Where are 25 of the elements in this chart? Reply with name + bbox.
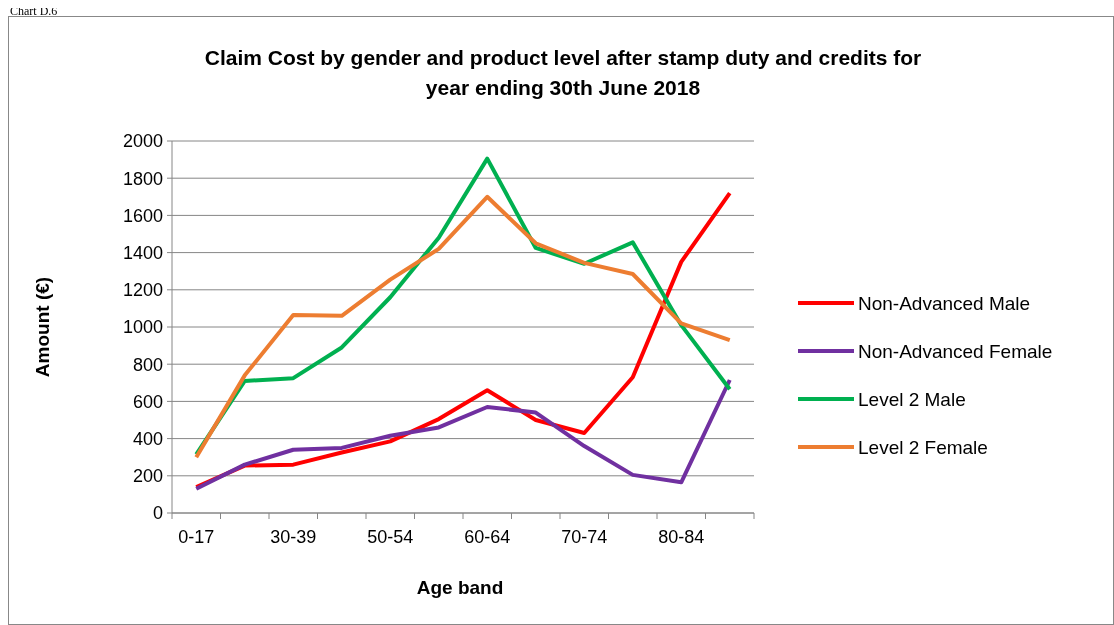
line-series bbox=[194, 378, 732, 491]
x-tick-label: 50-54 bbox=[367, 527, 414, 547]
x-tick-label: 30-39 bbox=[270, 527, 317, 547]
y-tick-label: 2000 bbox=[122, 131, 163, 152]
legend-label: Level 2 Male bbox=[858, 388, 966, 410]
legend-label: Non-Advanced Female bbox=[858, 340, 1053, 362]
x-tick-label: 0-17 bbox=[178, 527, 215, 547]
y-tick-label: 600 bbox=[132, 391, 163, 412]
y-axis-title: Amount (€) bbox=[32, 276, 53, 378]
y-tick-label: 1400 bbox=[122, 242, 163, 263]
x-tick-label: 60-64 bbox=[464, 527, 511, 547]
y-tick-label: 800 bbox=[132, 354, 163, 375]
legend-label: Level 2 Female bbox=[858, 436, 988, 458]
legend-label: Non-Advanced Male bbox=[858, 292, 1031, 314]
y-tick-label: 200 bbox=[132, 466, 163, 487]
y-tick-label: 400 bbox=[132, 428, 163, 449]
chart-title: Claim Cost by gender and product level after stamp duty and credits for year ending 30th June 2018 bbox=[204, 46, 922, 99]
y-tick-label: 1000 bbox=[122, 317, 163, 338]
y-tick-label: 1200 bbox=[122, 280, 163, 301]
x-axis-title: Age band bbox=[416, 577, 504, 598]
x-tick-label: 80-84 bbox=[658, 527, 705, 547]
y-tick-label: 1600 bbox=[122, 205, 163, 226]
y-tick-label: 0 bbox=[152, 503, 163, 524]
x-tick-label: 70-74 bbox=[561, 527, 608, 547]
y-tick-label: 1800 bbox=[122, 168, 163, 189]
